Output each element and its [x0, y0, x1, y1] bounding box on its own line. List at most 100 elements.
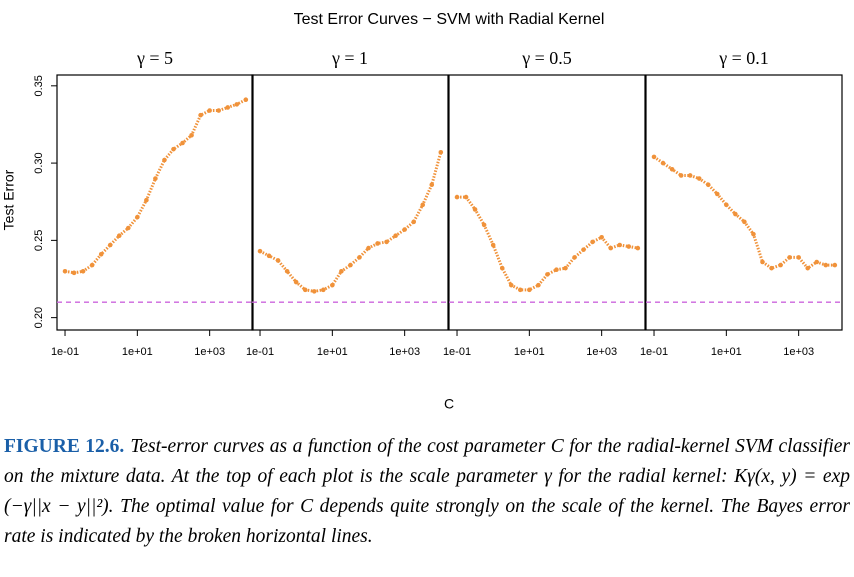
- data-point: [284, 268, 290, 274]
- data-point: [454, 194, 460, 200]
- data-point: [787, 255, 792, 260]
- x-tick-label: 1e+03: [389, 346, 420, 358]
- data-point: [508, 282, 514, 288]
- data-point: [107, 242, 113, 248]
- x-tick-label: 1e-01: [640, 346, 668, 358]
- data-point: [311, 289, 317, 294]
- data-point: [135, 214, 140, 220]
- data-point: [275, 258, 281, 263]
- data-point: [769, 265, 774, 271]
- data-point: [590, 239, 595, 245]
- data-point: [402, 227, 407, 232]
- x-axis-label: C: [444, 396, 454, 412]
- data-point: [125, 225, 131, 231]
- data-point: [225, 105, 231, 110]
- y-tick-label: 0.25: [33, 230, 45, 251]
- panel-title: γ = 1: [331, 48, 368, 68]
- data-point: [266, 253, 272, 259]
- data-point: [438, 149, 444, 155]
- data-point: [98, 251, 104, 257]
- x-tick-label: 1e+01: [514, 346, 545, 358]
- data-point: [581, 247, 586, 252]
- data-point: [463, 194, 469, 200]
- data-point: [742, 219, 747, 225]
- data-point: [472, 207, 478, 212]
- data-point: [393, 233, 398, 239]
- data-point: [339, 268, 344, 274]
- panel-title: γ = 5: [136, 48, 173, 68]
- data-point: [330, 282, 335, 288]
- data-point: [669, 166, 675, 172]
- data-point: [481, 222, 487, 228]
- x-tick-label: 1e-01: [246, 346, 274, 358]
- error-curve: [64, 98, 247, 275]
- data-point: [429, 182, 435, 188]
- data-point: [751, 231, 756, 237]
- data-point: [171, 146, 176, 152]
- data-point: [357, 255, 362, 260]
- data-point: [207, 108, 212, 113]
- panel-title: γ = 0.1: [718, 48, 769, 68]
- data-point: [608, 245, 614, 251]
- data-point: [116, 233, 122, 239]
- y-tick-label: 0.20: [33, 307, 45, 328]
- panel-frame: [448, 74, 646, 331]
- data-point: [814, 259, 820, 265]
- data-point: [153, 176, 158, 181]
- data-point: [527, 287, 532, 293]
- data-point: [216, 108, 222, 113]
- data-point: [162, 157, 167, 163]
- data-point: [796, 255, 801, 260]
- x-tick-label: 1e-01: [51, 346, 79, 358]
- x-tick-label: 1e-01: [443, 346, 471, 358]
- data-point: [71, 270, 77, 276]
- data-point: [651, 154, 657, 160]
- data-point: [234, 102, 240, 107]
- figure: Test Error Curves − SVM with Radial Kern…: [1, 11, 843, 412]
- data-point: [411, 219, 417, 225]
- data-point: [545, 272, 550, 277]
- data-point: [180, 140, 185, 146]
- caption-label: FIGURE 12.6.: [4, 436, 125, 457]
- data-point: [760, 259, 765, 265]
- caption: FIGURE 12.6. Test-error curves as a funct…: [4, 432, 850, 552]
- data-point: [805, 265, 811, 271]
- y-tick-label: 0.30: [33, 152, 45, 173]
- data-point: [189, 132, 194, 138]
- x-tick-label: 1e+01: [317, 346, 348, 358]
- error-curve: [457, 195, 639, 292]
- panel-title: γ = 0.5: [521, 48, 572, 68]
- x-tick-label: 1e+03: [194, 346, 225, 358]
- data-point: [499, 265, 505, 271]
- data-point: [384, 239, 389, 245]
- data-point: [696, 176, 702, 181]
- data-point: [517, 287, 523, 293]
- x-tick-label: 1e+01: [711, 346, 742, 358]
- data-point: [144, 197, 149, 203]
- data-point: [778, 262, 783, 268]
- data-point: [293, 279, 299, 285]
- data-point: [687, 173, 693, 178]
- data-point: [257, 248, 263, 254]
- data-point: [626, 244, 632, 249]
- data-point: [320, 287, 326, 293]
- data-point: [724, 202, 729, 208]
- data-point: [563, 265, 568, 271]
- figure-title: Test Error Curves − SVM with Radial Kern…: [294, 11, 605, 28]
- caption-text: Test-error curves as a function of the c…: [4, 436, 850, 547]
- data-point: [198, 112, 203, 118]
- data-point: [80, 268, 86, 274]
- data-point: [635, 245, 641, 251]
- data-point: [678, 173, 684, 178]
- data-point: [536, 282, 541, 288]
- data-point: [62, 268, 68, 274]
- data-point: [660, 160, 666, 166]
- data-point: [302, 287, 308, 293]
- x-tick-label: 1e+03: [783, 346, 814, 358]
- data-point: [89, 262, 95, 268]
- data-point: [823, 262, 829, 268]
- data-point: [490, 242, 496, 248]
- data-point: [705, 182, 711, 188]
- panel-frame: [251, 74, 449, 331]
